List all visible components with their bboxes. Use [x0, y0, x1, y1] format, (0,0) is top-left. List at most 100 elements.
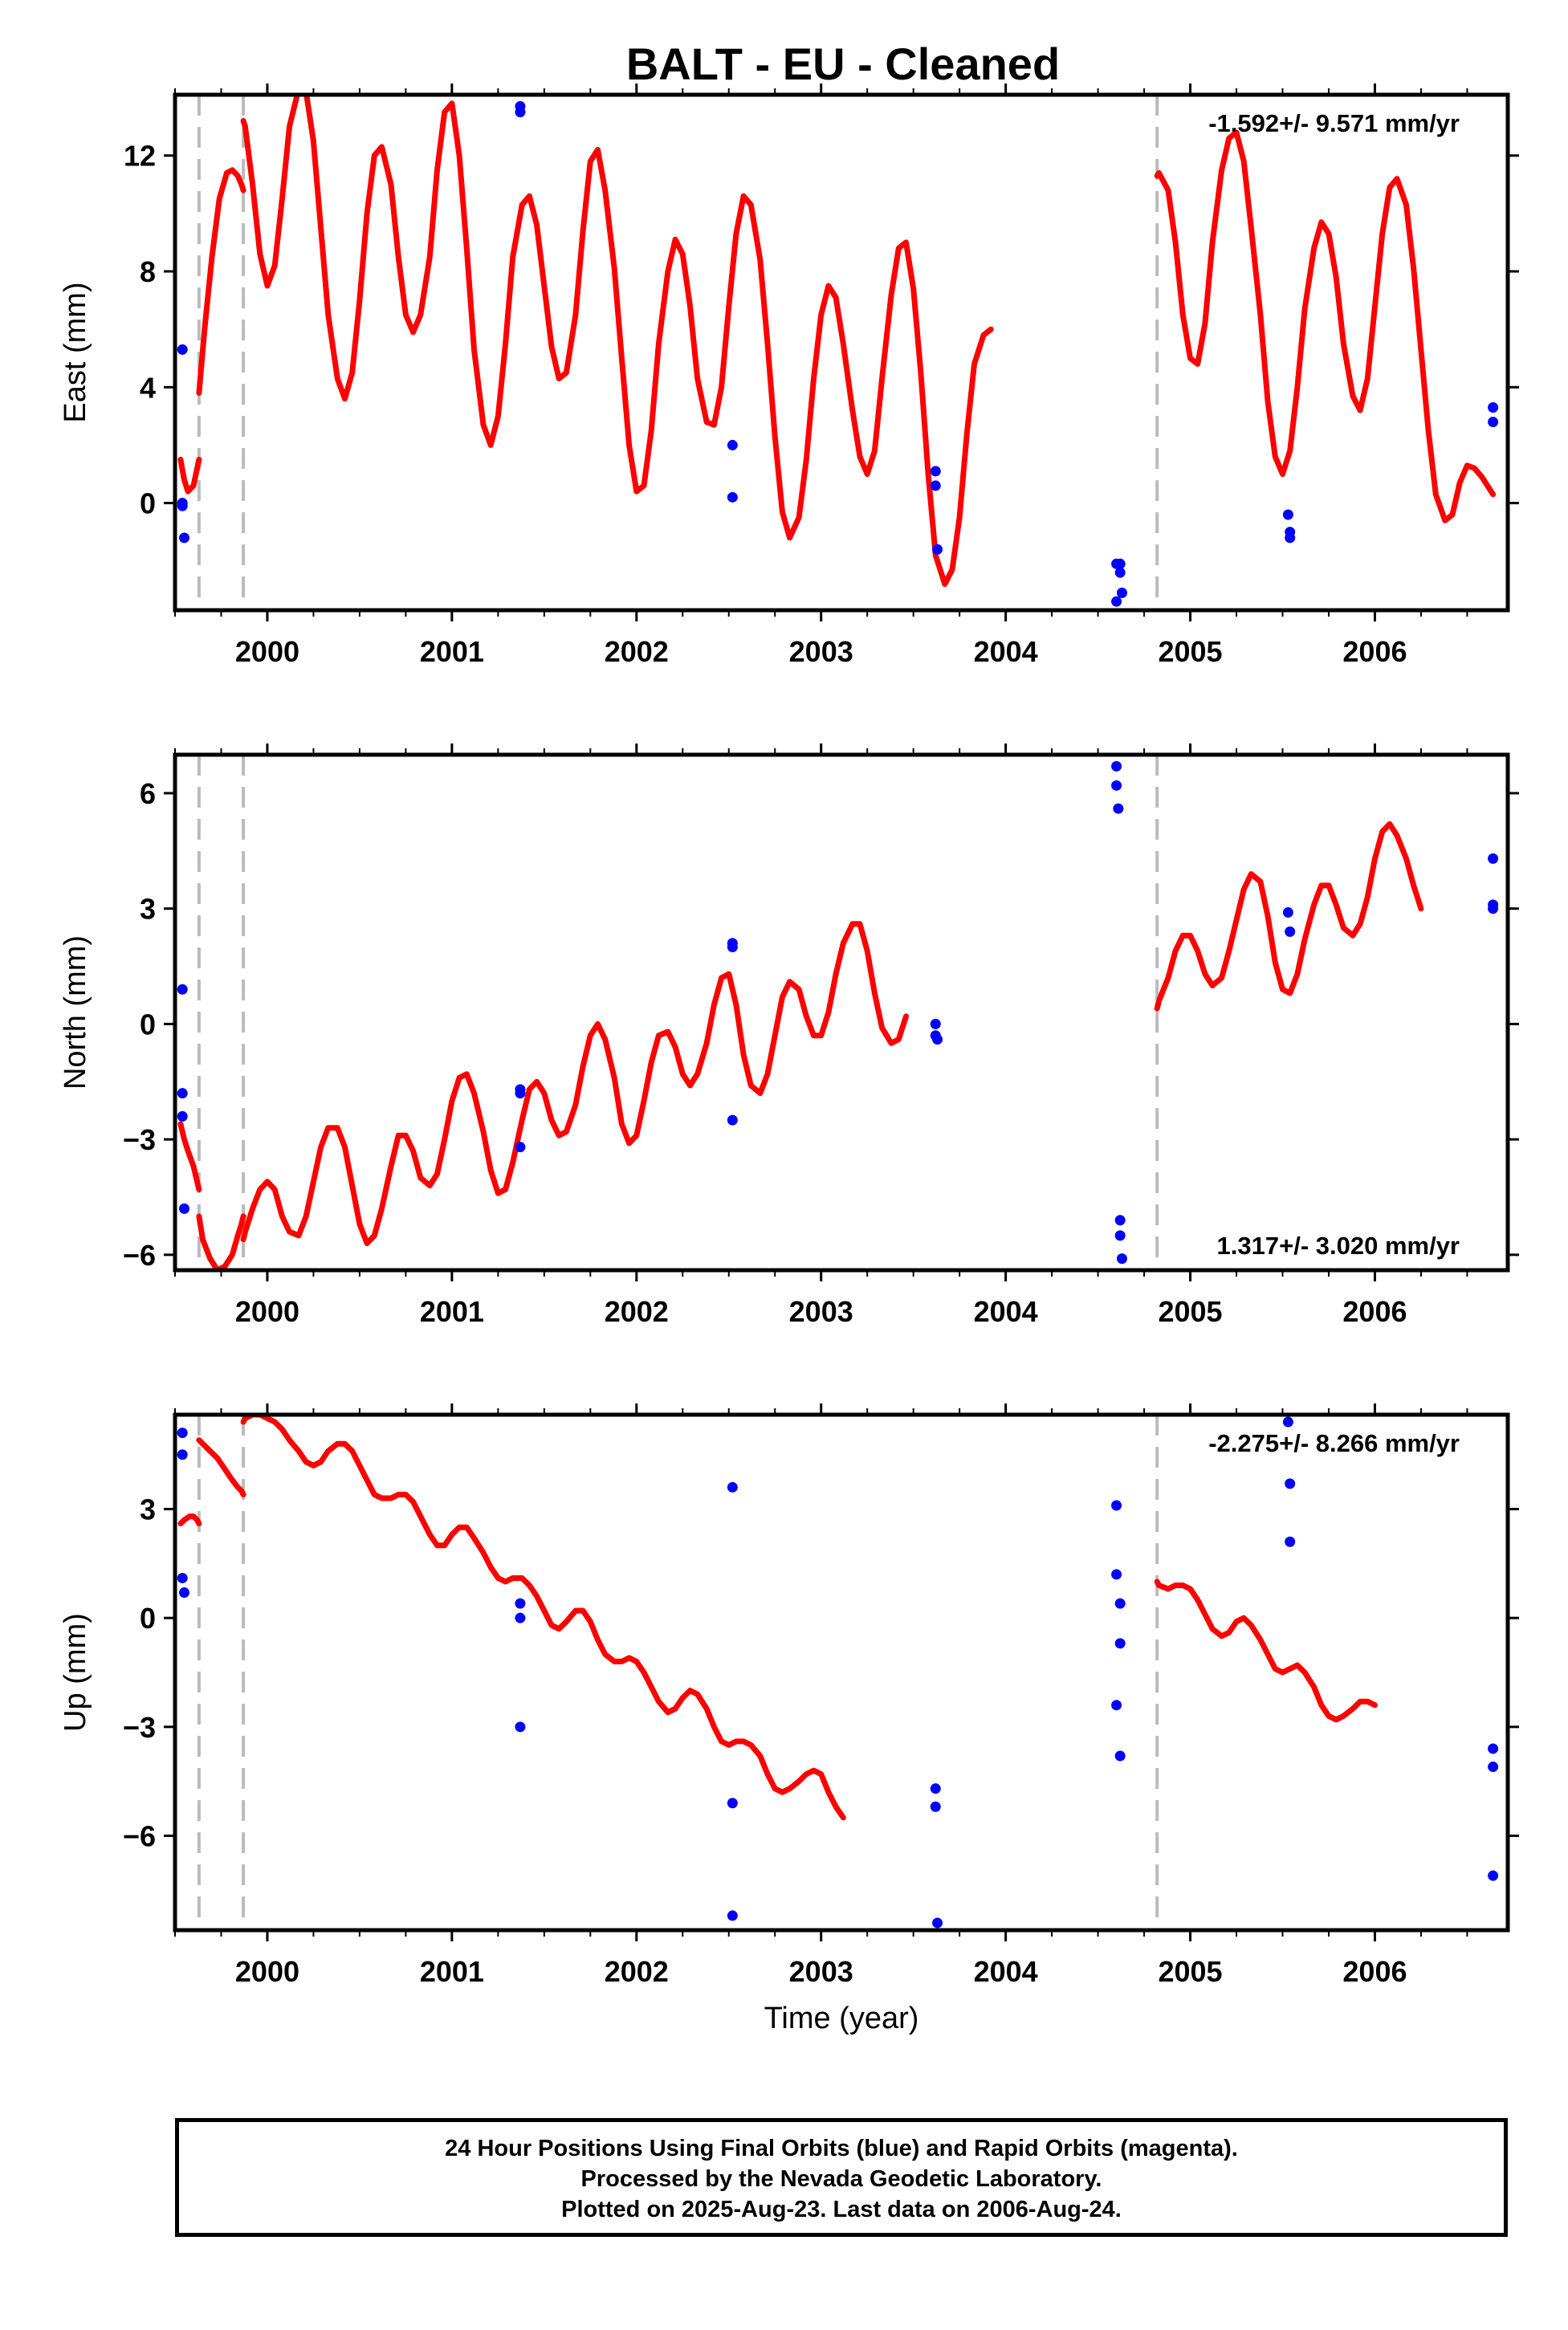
- data-point: [1111, 1500, 1122, 1511]
- x-tick-label: 2002: [605, 1295, 669, 1328]
- y-tick-label: −6: [123, 1819, 156, 1852]
- footer-line-orbits: 24 Hour Positions Using Final Orbits (bl…: [445, 2136, 1238, 2161]
- data-point: [930, 1018, 941, 1029]
- data-point: [1114, 1638, 1126, 1649]
- data-point: [1113, 803, 1124, 814]
- x-tick-label: 2003: [789, 1295, 853, 1328]
- data-point: [727, 1114, 738, 1126]
- x-tick-label: 2005: [1158, 1295, 1222, 1328]
- x-tick-label: 2004: [974, 1955, 1038, 1988]
- model-line-segment-2: [196, 1437, 246, 1497]
- panel-1: 2000 2001 2002 2003 2004 2005 2006 0 4 8 12 East (m…: [59, 84, 1519, 668]
- data-point: [1114, 1230, 1126, 1241]
- y-tick-label: 3: [140, 893, 156, 926]
- rate-annotation: 1.317+/- 3.020 mm/yr: [1217, 1232, 1460, 1260]
- data-point: [932, 1917, 943, 1929]
- data-point: [515, 1142, 526, 1153]
- data-point: [1111, 760, 1122, 772]
- x-tick-label: 2000: [235, 1955, 299, 1988]
- data-point: [177, 500, 188, 511]
- data-point: [1111, 1700, 1122, 1711]
- y-tick-label: −6: [123, 1239, 156, 1272]
- x-tick-label: 2004: [974, 635, 1038, 668]
- data-point: [1488, 402, 1499, 413]
- model-line-group: [177, 95, 1499, 607]
- rate-annotation: -2.275+/- 8.266 mm/yr: [1208, 1429, 1460, 1457]
- model-line-segment-1: [177, 1513, 202, 1527]
- data-point: [1285, 1536, 1296, 1547]
- data-point: [515, 1088, 526, 1099]
- panel-frame: [173, 752, 1510, 1273]
- data-point: [178, 1587, 189, 1599]
- model-line-segment-3: [240, 95, 994, 587]
- footer-line-processed: Processed by the Nevada Geodetic Laborat…: [580, 2166, 1102, 2192]
- model-line-segment-1: [177, 1121, 202, 1192]
- x-tick-label: 2001: [420, 1955, 484, 1988]
- data-point: [1285, 926, 1296, 937]
- x-axis-label: Time (year): [764, 2002, 919, 2035]
- data-point: [178, 1203, 189, 1214]
- x-tick-label: 2006: [1342, 635, 1407, 668]
- x-tick-label: 2000: [235, 635, 299, 668]
- data-point: [177, 984, 188, 995]
- y-axis-label: North (mm): [59, 935, 92, 1090]
- data-point: [1285, 1478, 1296, 1489]
- data-point: [515, 107, 526, 118]
- model-line-segment-3: [240, 921, 909, 1246]
- data-point: [515, 1721, 526, 1733]
- data-point: [177, 1572, 188, 1583]
- model-line-segment-2: [196, 167, 246, 396]
- model-line-segment-4: [1154, 129, 1497, 523]
- x-tick-label: 2006: [1342, 1955, 1407, 1988]
- data-point: [1282, 1416, 1293, 1428]
- data-point: [1114, 1215, 1126, 1226]
- model-line-segment-2: [196, 1213, 246, 1270]
- x-tick-label: 2005: [1158, 1955, 1222, 1988]
- x-tick-label: 2001: [420, 635, 484, 668]
- x-tick-label: 2002: [605, 635, 669, 668]
- data-point: [727, 942, 738, 953]
- model-line-segment-4: [1154, 1578, 1378, 1723]
- data-point: [177, 1428, 188, 1439]
- data-point: [727, 1910, 738, 1921]
- y-tick-label: 0: [140, 1008, 156, 1041]
- y-tick-label: −3: [123, 1123, 156, 1156]
- data-point: [1111, 596, 1122, 607]
- data-point: [1111, 1569, 1122, 1580]
- data-point: [1114, 558, 1126, 569]
- data-point: [1282, 509, 1293, 520]
- y-tick-label: 4: [140, 371, 156, 404]
- data-point: [1488, 1870, 1499, 1881]
- data-point: [930, 480, 941, 491]
- panel-2: 2000 2001 2002 2003 2004 2005 2006 −6 −3 0 3 6 North…: [59, 743, 1519, 1328]
- data-point: [1488, 1743, 1499, 1754]
- x-tick-label: 2001: [420, 1295, 484, 1328]
- data-point: [727, 439, 738, 450]
- data-point: [1285, 532, 1296, 544]
- y-tick-label: 12: [124, 140, 156, 173]
- y-tick-label: −3: [123, 1711, 156, 1744]
- x-tick-label: 2005: [1158, 635, 1222, 668]
- data-point: [1488, 417, 1499, 428]
- data-point: [1488, 1762, 1499, 1773]
- model-line-group: [177, 1415, 1499, 1929]
- x-tick-label: 2004: [974, 1295, 1038, 1328]
- x-tick-label: 2002: [605, 1955, 669, 1988]
- y-tick-label: 3: [140, 1493, 156, 1526]
- footer-line-plotted: Plotted on 2025-Aug-23. Last data on 200…: [561, 2197, 1122, 2222]
- x-tick-label: 2000: [235, 1295, 299, 1328]
- y-tick-label: 0: [140, 1602, 156, 1635]
- y-axis-label: Up (mm): [59, 1613, 92, 1732]
- data-point: [515, 1598, 526, 1609]
- data-point: [515, 1612, 526, 1623]
- chart-title: BALT - EU - Cleaned: [626, 39, 1060, 89]
- y-tick-label: 0: [140, 487, 156, 520]
- data-point: [1114, 567, 1126, 578]
- model-line-segment-1: [177, 456, 202, 495]
- model-line-segment-4: [1154, 821, 1424, 1012]
- panels-layer: 2000 2001 2002 2003 2004 2005 2006 0 4 8 12 East (m…: [59, 84, 1519, 2035]
- data-point: [177, 1449, 188, 1460]
- y-tick-label: 6: [140, 777, 156, 810]
- model-line-segment-3: [240, 1415, 846, 1821]
